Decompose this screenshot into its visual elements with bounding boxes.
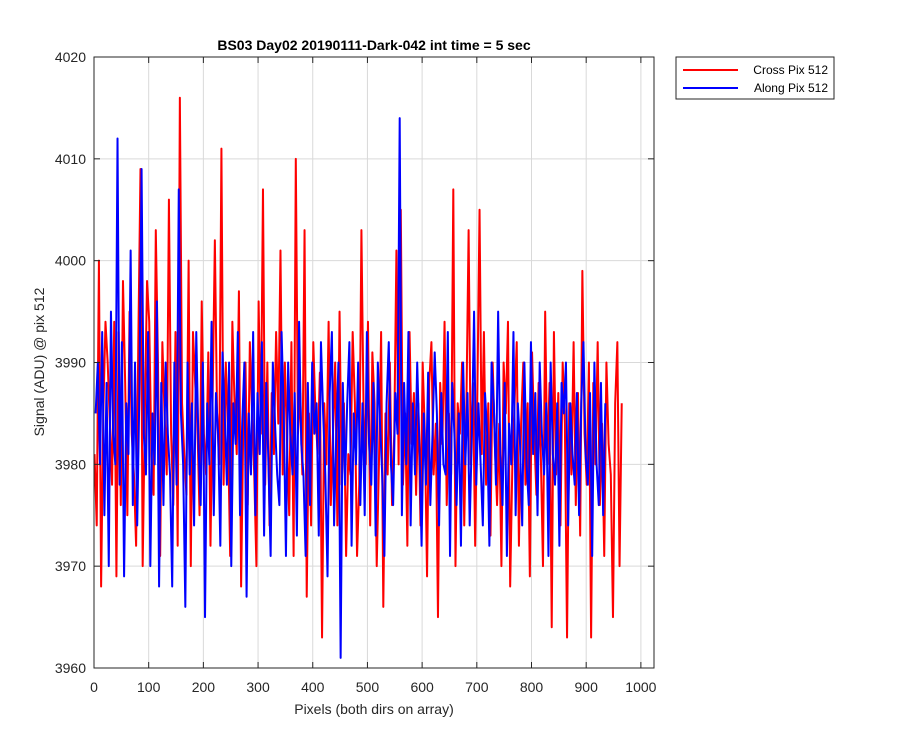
x-axis-label: Pixels (both dirs on array) xyxy=(294,701,454,717)
y-tick-label: 4010 xyxy=(55,151,86,167)
x-tick-label: 700 xyxy=(465,679,489,695)
y-tick-label: 4020 xyxy=(55,49,86,65)
legend-label-cross-pix-512: Cross Pix 512 xyxy=(753,63,828,77)
grid-lines xyxy=(94,57,654,668)
chart-title: BS03 Day02 20190111-Dark-042 int time = … xyxy=(217,37,530,53)
y-tick-label: 3990 xyxy=(55,355,86,371)
y-tick-label: 3960 xyxy=(55,660,86,676)
x-tick-labels: 0 100 200 300 400 500 600 700 800 900 1000 xyxy=(90,679,657,695)
y-axis-label: Signal (ADU) @ pix 512 xyxy=(31,287,47,436)
x-tick-label: 400 xyxy=(301,679,325,695)
legend-box xyxy=(675,56,835,100)
axis-ticks xyxy=(93,56,654,669)
y-tick-label: 4000 xyxy=(55,253,86,269)
x-tick-label: 500 xyxy=(356,679,380,695)
x-tick-label: 900 xyxy=(575,679,599,695)
y-tick-label: 3970 xyxy=(55,558,86,574)
x-tick-label: 800 xyxy=(520,679,544,695)
x-tick-label: 300 xyxy=(246,679,270,695)
series-line-along-pix-512 xyxy=(94,117,607,659)
x-tick-label: 600 xyxy=(410,679,434,695)
x-tick-label: 1000 xyxy=(625,679,656,695)
y-tick-label: 3980 xyxy=(55,456,86,472)
y-tick-labels: 3960 3970 3980 3990 4000 4010 4020 xyxy=(55,49,86,676)
x-tick-label: 200 xyxy=(192,679,216,695)
x-tick-label: 100 xyxy=(137,679,161,695)
legend-label-along-pix-512: Along Pix 512 xyxy=(754,81,828,95)
x-tick-label: 0 xyxy=(90,679,98,695)
series-layer xyxy=(93,96,623,659)
legend: Cross Pix 512 Along Pix 512 xyxy=(675,56,835,100)
